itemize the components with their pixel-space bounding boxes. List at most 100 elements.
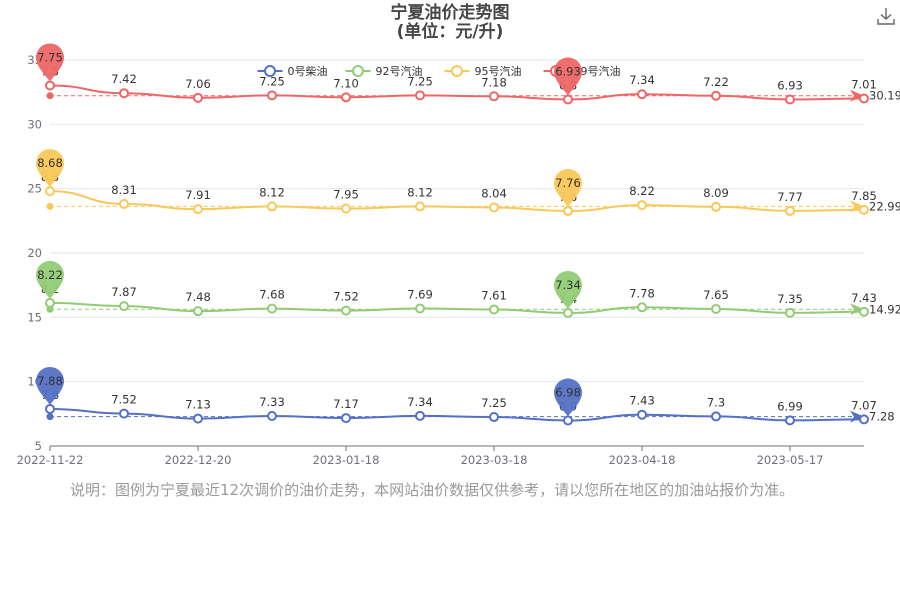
data-label: 8.04: [481, 186, 507, 200]
legend-label: 0号柴油: [288, 64, 328, 78]
legend: 0号柴油 92号汽油 95号汽油 89号汽油: [257, 64, 621, 78]
data-point: [489, 202, 499, 213]
chart-title: 宁夏油价走势图 (单位：元/升): [0, 4, 900, 42]
data-point: [563, 94, 573, 105]
series-line: [49, 301, 865, 314]
legend-marker: [352, 65, 364, 77]
y-tick-label: 20: [27, 246, 42, 260]
legend-item[interactable]: 95号汽油: [444, 64, 522, 78]
average-line-start: [46, 413, 54, 421]
data-point: [119, 301, 129, 312]
data-point: [193, 306, 203, 317]
series-line: [49, 407, 865, 422]
max-pin: [36, 43, 64, 82]
data-point: [341, 92, 351, 103]
min-pin-label: 6.93: [555, 65, 581, 79]
series-89号汽油: 30.197.57.427.067.257.107.257.186.87.347…: [36, 43, 900, 105]
data-point: [415, 90, 425, 101]
data-label: 7.68: [259, 288, 285, 302]
data-point: [415, 201, 425, 212]
data-label: 7.33: [259, 395, 285, 409]
data-point: [711, 411, 721, 422]
data-point: [489, 91, 499, 102]
max-pin-label: 8.22: [37, 268, 63, 282]
data-point: [637, 409, 647, 420]
data-label: 7.07: [851, 398, 877, 412]
data-label: 8.12: [407, 185, 433, 199]
data-label: 7.61: [481, 288, 507, 302]
data-label: 7.52: [333, 290, 359, 304]
data-label: 7.22: [703, 75, 729, 89]
data-point: [489, 412, 499, 423]
average-label: 7.28: [869, 410, 895, 424]
x-tick-label: 2023-03-18: [461, 453, 528, 467]
max-pin-label: 7.75: [37, 50, 63, 64]
data-point: [267, 201, 277, 212]
data-label: 7.17: [333, 397, 359, 411]
data-point: [489, 304, 499, 315]
legend-label: 95号汽油: [475, 64, 522, 78]
data-point: [859, 414, 869, 425]
data-label: 6.99: [777, 399, 803, 413]
data-label: 7.3: [707, 395, 725, 409]
y-tick-label: 5: [35, 439, 42, 453]
min-pin: [554, 169, 582, 208]
data-point: [859, 204, 869, 215]
series-line: [49, 190, 865, 213]
data-point: [711, 201, 721, 212]
x-tick-label: 2022-12-20: [165, 453, 232, 467]
legend-label: 92号汽油: [376, 64, 423, 78]
data-label: 6.93: [777, 79, 803, 93]
average-label: 30.19: [869, 89, 900, 103]
average-label: 22.99: [869, 199, 900, 213]
data-label: 8.22: [629, 184, 655, 198]
data-point: [563, 206, 573, 217]
data-point: [119, 88, 129, 99]
average-line-start: [46, 92, 54, 100]
legend-label: 89号汽油: [574, 64, 621, 78]
download-icon[interactable]: [876, 6, 896, 26]
max-pin-label: 7.88: [37, 374, 63, 388]
legend-marker: [264, 65, 276, 77]
data-label: 7.43: [629, 394, 655, 408]
data-point: [267, 303, 277, 314]
series-95号汽油: 22.998.38.317.918.127.958.128.047.68.228…: [36, 149, 900, 217]
legend-item[interactable]: 92号汽油: [345, 64, 423, 78]
data-point: [711, 303, 721, 314]
data-label: 7.10: [333, 76, 359, 90]
data-point: [193, 413, 203, 424]
legend-item[interactable]: 0号柴油: [257, 64, 328, 78]
data-point: [785, 415, 795, 426]
data-label: 7.18: [481, 75, 507, 89]
data-point: [637, 200, 647, 211]
average-label: 14.92: [869, 302, 900, 316]
data-point: [267, 90, 277, 101]
data-point: [119, 408, 129, 419]
legend-marker: [451, 65, 463, 77]
data-label: 7.13: [185, 398, 211, 412]
data-label: 7.85: [851, 189, 877, 203]
min-pin-label: 7.76: [555, 176, 581, 190]
data-label: 8.31: [111, 183, 137, 197]
x-tick-label: 2023-01-18: [313, 453, 380, 467]
data-label: 7.06: [185, 77, 211, 91]
data-label: 7.87: [111, 285, 137, 299]
data-label: 7.34: [407, 395, 433, 409]
max-pin: [36, 366, 64, 405]
data-label: 7.91: [185, 188, 211, 202]
data-point: [119, 198, 129, 209]
footnote: 说明：图例为宁夏最近12次调价的油价走势，本网站油价数据仅供参考，请以您所在地区…: [70, 481, 795, 499]
data-label: 7.25: [259, 74, 285, 88]
min-pin-label: 6.98: [555, 386, 581, 400]
data-point: [45, 186, 55, 197]
series-0号柴油: 7.287.87.527.137.337.177.347.256.97.437.…: [36, 366, 895, 426]
data-label: 7.48: [185, 290, 211, 304]
average-line-start: [46, 202, 54, 210]
min-pin: [554, 270, 582, 309]
max-pin: [36, 149, 64, 188]
data-label: 8.09: [703, 186, 729, 200]
data-point: [711, 90, 721, 101]
data-point: [859, 93, 869, 104]
data-label: 7.52: [111, 393, 137, 407]
min-pin-label: 7.34: [555, 278, 581, 292]
